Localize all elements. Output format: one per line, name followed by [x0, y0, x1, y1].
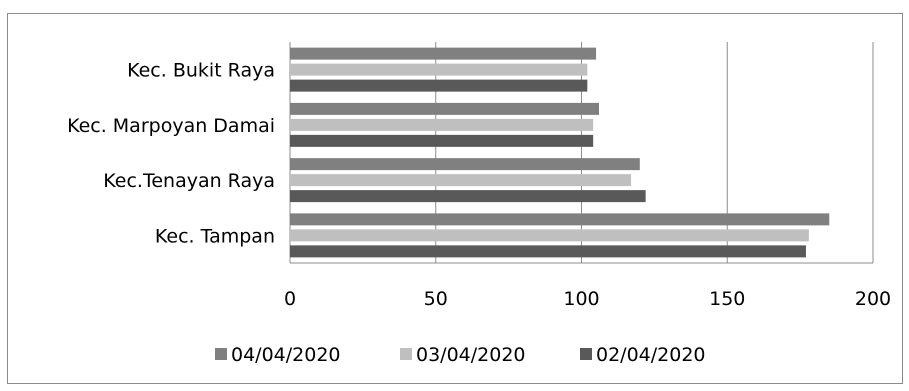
legend-swatch-2 [400, 348, 412, 360]
x-tick-labels: 0 50 100 150 200 [284, 288, 891, 310]
legend-label-2: 03/04/2020 [416, 344, 526, 366]
category-label: Kec.Tenayan Raya [103, 170, 275, 192]
legend-swatch-1 [215, 348, 227, 360]
category-label: Kec. Bukit Raya [127, 60, 275, 82]
bar-4-1 [290, 213, 830, 226]
x-tick-label: 100 [563, 288, 599, 310]
bar-4-3 [290, 245, 806, 258]
bar-3-3 [290, 190, 646, 203]
legend-label-1: 04/04/2020 [231, 344, 341, 366]
bars [290, 47, 830, 258]
bar-3-2 [290, 174, 632, 187]
bar-1-3 [290, 79, 588, 92]
x-tick-label: 0 [284, 288, 296, 310]
bar-1-1 [290, 47, 597, 60]
bar-3-1 [290, 158, 640, 171]
legend-swatch-3 [580, 348, 592, 360]
category-label: Kec. Marpoyan Damai [67, 115, 275, 137]
bar-1-2 [290, 63, 588, 76]
legend: 04/04/2020 03/04/2020 02/04/2020 [215, 344, 706, 366]
bar-2-1 [290, 102, 599, 115]
x-tick-label: 150 [709, 288, 745, 310]
legend-label-3: 02/04/2020 [596, 344, 706, 366]
bar-2-2 [290, 118, 594, 131]
gridlines [289, 42, 874, 264]
bar-2-3 [290, 134, 594, 147]
bar-4-2 [290, 229, 809, 242]
category-labels: Kec. Bukit Raya Kec. Marpoyan Damai Kec.Te… [67, 60, 275, 248]
category-label: Kec. Tampan [155, 225, 275, 247]
x-tick-label: 200 [855, 288, 891, 310]
x-tick-label: 50 [424, 288, 448, 310]
